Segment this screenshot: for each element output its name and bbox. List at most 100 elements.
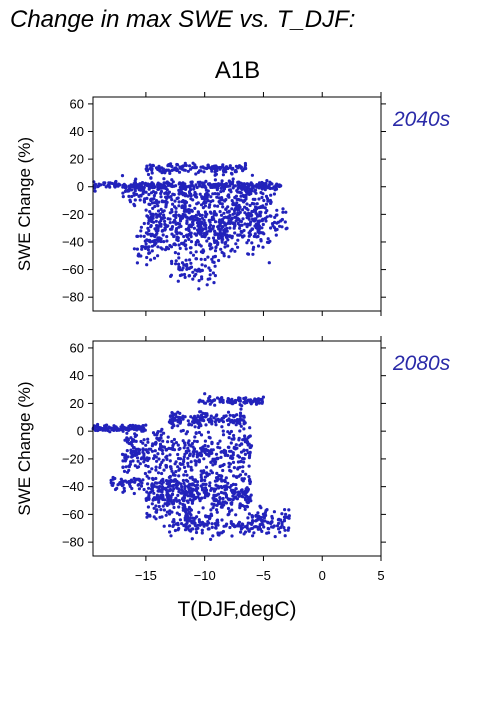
data-point (266, 520, 270, 524)
data-point (212, 164, 216, 168)
data-point (287, 514, 291, 518)
data-point (233, 223, 237, 227)
data-point (228, 226, 232, 230)
data-point (164, 513, 168, 517)
data-point (219, 190, 223, 194)
data-point (190, 521, 194, 525)
data-point (197, 520, 202, 524)
data-point (129, 440, 134, 444)
data-point (241, 169, 245, 173)
data-point (194, 257, 199, 261)
data-point (156, 471, 161, 475)
data-point (216, 182, 221, 186)
data-point (161, 480, 165, 484)
data-point (199, 203, 204, 207)
data-point (205, 413, 209, 417)
data-point (258, 214, 262, 218)
data-point (160, 247, 164, 251)
data-point (221, 398, 225, 402)
data-point (272, 192, 276, 196)
data-point (248, 434, 252, 438)
data-point (225, 485, 229, 489)
data-point (121, 490, 125, 494)
data-point (146, 464, 150, 469)
data-point (240, 477, 244, 481)
data-point (166, 435, 170, 439)
data-point (147, 486, 151, 490)
data-point (222, 211, 226, 215)
data-point (255, 402, 259, 406)
data-point (182, 499, 186, 503)
data-point (248, 426, 252, 430)
data-point (199, 433, 204, 437)
data-point (165, 200, 169, 204)
data-point (156, 204, 160, 208)
data-point (194, 243, 198, 247)
data-point (246, 223, 250, 227)
data-point (180, 485, 184, 489)
data-point (196, 486, 200, 490)
data-point (141, 447, 145, 451)
data-point (282, 518, 286, 522)
data-point (177, 256, 181, 260)
data-point (109, 481, 113, 485)
data-point (159, 444, 163, 448)
data-point (210, 441, 214, 445)
data-point (169, 465, 173, 469)
data-point (142, 198, 146, 203)
data-point (189, 513, 193, 517)
data-point (209, 229, 213, 233)
data-point (143, 183, 147, 187)
data-point (262, 525, 266, 529)
data-point (205, 452, 209, 456)
data-point (177, 170, 182, 174)
data-point (227, 179, 231, 183)
data-point (244, 166, 248, 171)
data-point (175, 483, 179, 487)
data-point (226, 184, 230, 188)
data-point (193, 435, 197, 439)
data-point (208, 402, 212, 406)
data-point (161, 439, 165, 443)
data-point (181, 439, 185, 443)
data-point (252, 234, 256, 238)
data-point (220, 183, 224, 187)
data-point (97, 427, 101, 431)
data-point (183, 452, 187, 456)
data-point (247, 475, 251, 479)
data-point (177, 204, 181, 208)
data-point (141, 192, 145, 196)
data-point (167, 195, 171, 199)
data-point (171, 520, 175, 524)
data-point (240, 418, 244, 422)
data-point (229, 483, 233, 488)
data-point (152, 256, 157, 260)
data-point (169, 273, 173, 277)
data-point (267, 261, 271, 265)
data-point (135, 456, 140, 460)
y-tick-label: −20 (62, 207, 84, 222)
data-point (147, 202, 151, 206)
data-point (254, 191, 258, 195)
data-point (212, 210, 217, 214)
data-point (187, 423, 191, 427)
data-point (194, 172, 198, 176)
data-point (145, 196, 149, 200)
data-point (127, 189, 131, 193)
data-point (175, 511, 179, 515)
data-point (168, 509, 172, 513)
data-point (183, 505, 187, 509)
data-point (242, 415, 246, 419)
data-point (232, 184, 236, 188)
data-point (162, 200, 166, 204)
data-point (121, 459, 125, 463)
data-point (153, 234, 157, 239)
data-point (275, 227, 279, 232)
data-point (177, 262, 181, 266)
data-point (176, 452, 180, 457)
data-point (243, 437, 247, 441)
data-point (180, 522, 184, 526)
data-point (146, 451, 150, 455)
data-point (139, 229, 143, 233)
data-point (209, 488, 213, 492)
